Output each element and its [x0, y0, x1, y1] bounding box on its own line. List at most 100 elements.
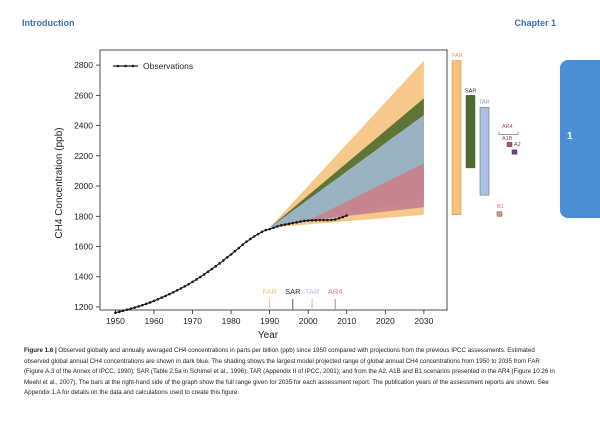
range-bar-label-far: FAR [452, 53, 463, 59]
x-tick-label: 1970 [183, 316, 202, 326]
observations-line [115, 214, 347, 314]
observation-point [179, 287, 183, 290]
y-tick-label: 2200 [74, 151, 93, 161]
observation-point [229, 253, 233, 256]
publication-year-label-sar: SAR [285, 287, 301, 296]
observation-point [310, 219, 314, 222]
observation-point [233, 249, 237, 253]
observation-point [330, 218, 333, 222]
legend-marker [131, 64, 135, 68]
observation-point [337, 216, 341, 220]
ch4-concentration-chart: 1200 1400 1600 1800 2000 2200 2400 2600 2800 1950… [54, 49, 521, 341]
y-tick-label: 1800 [74, 211, 93, 221]
observation-point [191, 280, 194, 284]
x-tick-label: 2000 [299, 316, 318, 326]
observation-point [148, 301, 152, 304]
observation-point [241, 243, 244, 246]
observation-point [214, 265, 217, 268]
observation-point [264, 228, 268, 232]
observation-point [198, 275, 202, 279]
observation-point [345, 214, 349, 217]
observation-point [202, 273, 206, 276]
observation-point [125, 308, 129, 311]
observation-point [291, 221, 295, 225]
observation-point [279, 224, 283, 227]
observation-point [295, 221, 298, 224]
header-section-title: Introduction [22, 18, 75, 28]
observation-point [306, 219, 310, 222]
observation-point [272, 226, 275, 230]
range-bar-label-a2: A2 [514, 142, 521, 148]
range-bar-label-a1b: A1B [502, 136, 513, 142]
legend-marker [124, 64, 127, 68]
observation-point [249, 237, 252, 241]
legend-marker [116, 64, 120, 68]
publication-year-label-ar4: AR4 [328, 287, 343, 296]
observation-point [303, 219, 306, 223]
observation-point [187, 282, 190, 286]
observation-point [183, 284, 187, 288]
projection-band-ar4 [308, 163, 424, 221]
observation-point [133, 306, 136, 309]
observation-point [333, 218, 337, 221]
observation-point [256, 232, 260, 236]
observation-point [121, 309, 125, 313]
ar4-bracket [498, 131, 519, 135]
observation-point [129, 307, 133, 310]
header-chapter-title: Chapter 1 [514, 18, 556, 28]
y-tick-label: 2600 [74, 90, 93, 100]
x-tick-label: 2030 [414, 316, 433, 326]
observation-point [245, 240, 248, 243]
observation-point [322, 218, 325, 222]
observation-point [210, 267, 214, 271]
observation-point [260, 230, 264, 234]
range-bar-label-sar: SAR [465, 88, 476, 94]
chapter-side-tab-number: 1 [567, 131, 573, 142]
x-tick-label: 1950 [106, 316, 125, 326]
y-tick-label: 2800 [74, 60, 93, 70]
observation-point [237, 246, 241, 250]
x-tick-label: 2010 [337, 316, 356, 326]
x-tick-label: 1980 [222, 316, 241, 326]
range-bar-label-b1: B1 [497, 204, 504, 210]
observation-point [152, 299, 156, 303]
observation-point [276, 225, 279, 228]
plot-frame [99, 49, 448, 311]
y-tick-label: 2000 [74, 181, 93, 191]
x-tick-label: 1990 [260, 316, 279, 326]
observation-point [283, 223, 287, 226]
observation-point [160, 296, 163, 299]
observation-point [252, 235, 256, 238]
legend: Observations [113, 61, 193, 71]
y-tick-label: 2400 [74, 121, 93, 131]
observation-point [225, 256, 229, 259]
range-bar-a2 [511, 149, 518, 155]
observation-point [222, 259, 225, 262]
y-axis-label: CH4 Concentration (ppb) [54, 127, 65, 238]
x-axis-label: Year [258, 330, 279, 341]
observation-point [314, 218, 318, 222]
observation-point [318, 218, 322, 222]
observation-point [287, 222, 291, 226]
x-tick-label: 1960 [145, 316, 164, 326]
y-tick-label: 1400 [74, 272, 93, 282]
range-bar-b1 [496, 211, 503, 217]
publication-years: FAR SAR TAR AR4 [262, 287, 342, 310]
range-bar-a1b [506, 141, 513, 147]
observation-point [341, 215, 345, 219]
observation-point [164, 294, 167, 298]
figure-caption: Figure 1.6 | Observed globally and annua… [24, 346, 558, 399]
publication-year-label-far: FAR [262, 287, 277, 296]
observations-series [114, 214, 349, 315]
y-tick-label: 1200 [74, 302, 93, 312]
x-tick-label: 2020 [376, 316, 395, 326]
observation-point [326, 218, 329, 222]
y-tick-label: 1600 [74, 242, 93, 252]
range-bar-sar [465, 95, 476, 169]
observation-point [117, 310, 121, 314]
chapter-side-tab[interactable] [560, 60, 600, 218]
range-bar-label-ar4: AR4 [502, 124, 513, 130]
observation-point [141, 303, 144, 307]
projection-bands [269, 60, 424, 228]
